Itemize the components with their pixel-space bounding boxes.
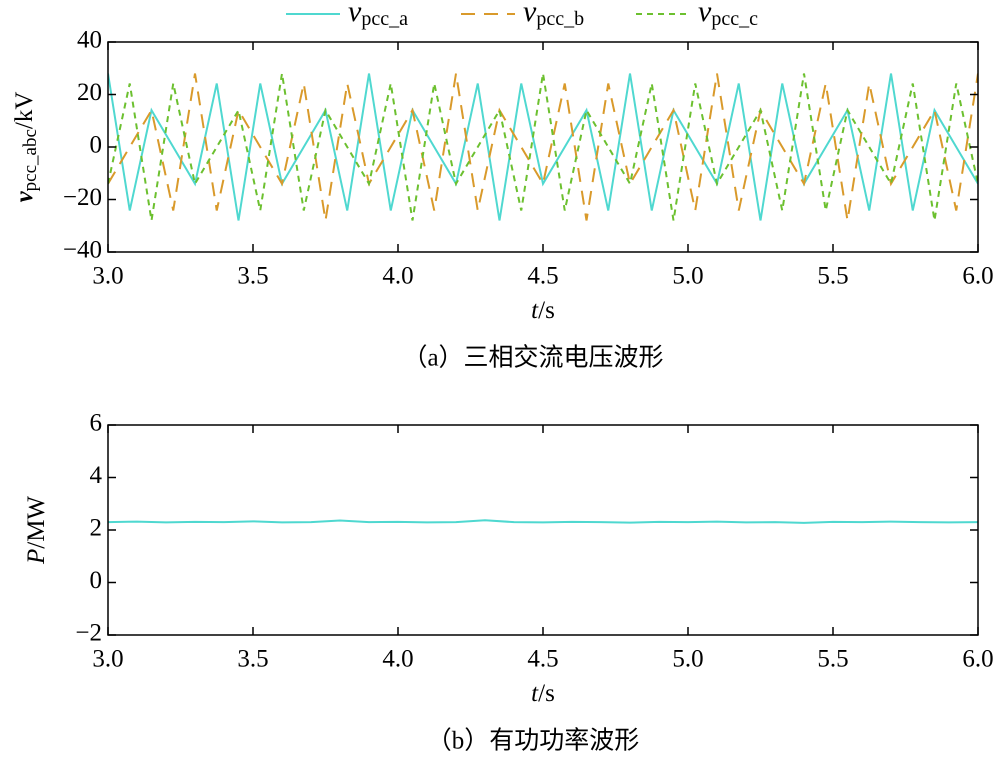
y-tick-label: −40 <box>63 237 102 264</box>
x-tick-label: 3.0 <box>92 646 123 673</box>
series-line <box>108 519 978 524</box>
series-line <box>108 73 978 221</box>
y-tick-label: 20 <box>77 79 102 106</box>
x-tick-label: 3.5 <box>237 263 268 290</box>
x-tick-label: 5.0 <box>672 263 703 290</box>
x-tick-label: 5.0 <box>672 646 703 673</box>
chart-caption: （b）有功功率波形 <box>427 727 640 755</box>
x-tick-label: 6.0 <box>962 646 993 673</box>
x-tick-label: 4.0 <box>382 263 413 290</box>
y-axis-label: vpcc_abc/kV <box>11 92 41 203</box>
x-tick-label: 4.0 <box>382 646 413 673</box>
x-tick-label: 5.5 <box>817 646 848 673</box>
legend-label: vpcc_c <box>698 0 758 30</box>
legend-label: vpcc_b <box>523 0 584 30</box>
y-tick-label: −2 <box>75 620 102 647</box>
x-axis-label: t/s <box>531 297 555 324</box>
y-tick-label: 6 <box>90 410 103 437</box>
x-axis-label: t/s <box>531 680 555 707</box>
series-line <box>108 73 978 221</box>
y-tick-label: −20 <box>63 184 102 211</box>
y-tick-label: 40 <box>77 27 102 54</box>
x-tick-label: 3.5 <box>237 646 268 673</box>
y-tick-label: 4 <box>90 462 103 489</box>
y-tick-label: 2 <box>90 515 103 542</box>
series-line <box>108 73 978 221</box>
y-axis-label: P/MW <box>23 496 50 565</box>
x-tick-label: 4.5 <box>527 263 558 290</box>
y-tick-label: 0 <box>90 132 103 159</box>
chart-caption: （a）三相交流电压波形 <box>402 344 663 372</box>
x-tick-label: 4.5 <box>527 646 558 673</box>
x-tick-label: 5.5 <box>817 263 848 290</box>
plot-frame <box>107 424 979 636</box>
legend-label: vpcc_a <box>348 0 408 30</box>
y-tick-label: 0 <box>90 567 103 594</box>
x-tick-label: 3.0 <box>92 263 123 290</box>
x-tick-label: 6.0 <box>962 263 993 290</box>
